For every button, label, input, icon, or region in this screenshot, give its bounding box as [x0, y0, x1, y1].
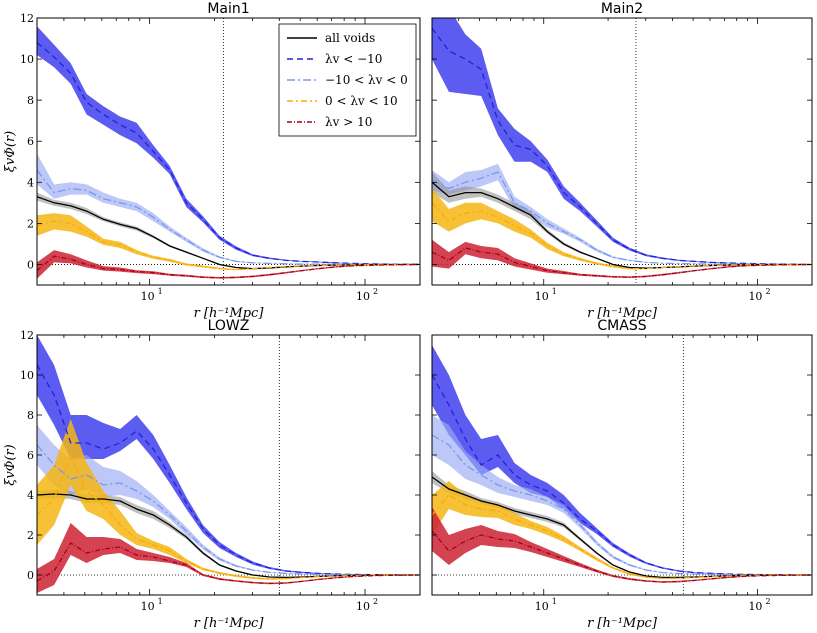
plot-area — [37, 18, 420, 285]
x-tick-exponent: 1 — [158, 287, 163, 296]
band-m10_0 — [432, 415, 811, 575]
y-tick-label: 8 — [27, 94, 34, 107]
y-tick-label: 0 — [27, 569, 34, 582]
axes-frame — [36, 17, 421, 286]
x-axis-label: r [h⁻¹Mpc] — [587, 306, 658, 321]
x-tick-exponent: 2 — [373, 287, 378, 296]
panel-title: Main1 — [207, 1, 249, 17]
panel-title: LOWZ — [208, 318, 250, 334]
series-line-lt_m10 — [37, 42, 419, 265]
band-gt_10 — [432, 507, 811, 583]
x-tick-exponent: 2 — [765, 287, 770, 296]
panel-title: CMASS — [597, 318, 646, 334]
series-line-all — [432, 476, 811, 579]
y-tick-label: 4 — [27, 489, 34, 502]
band-lt_m10 — [432, 18, 811, 265]
band-all — [37, 490, 419, 578]
band-m10_0 — [37, 153, 419, 265]
y-tick-label: 4 — [27, 176, 34, 189]
x-axis-label: r [h⁻¹Mpc] — [194, 616, 265, 631]
plot-area — [432, 335, 812, 595]
y-axis-label: ξvΦ(r) — [3, 444, 18, 486]
y-axis-label: ξvΦ(r) — [3, 131, 18, 173]
y-tick-label: 10 — [20, 369, 34, 382]
x-tick-label: 10 — [141, 290, 155, 303]
x-axis-label: r [h⁻¹Mpc] — [194, 306, 265, 321]
x-axis-label: r [h⁻¹Mpc] — [587, 616, 658, 631]
series-line-0_10 — [432, 202, 811, 270]
band-lt_m10 — [432, 345, 811, 575]
series-line-lt_m10 — [432, 27, 811, 266]
axes-frame — [36, 334, 421, 596]
band-gt_10 — [37, 523, 419, 593]
legend-label-0_10: 0 < λv < 10 — [325, 94, 398, 108]
x-tick-exponent: 1 — [552, 597, 557, 606]
y-tick-label: 12 — [20, 12, 34, 25]
series-line-0_10 — [432, 494, 811, 580]
y-tick-label: 6 — [27, 135, 34, 148]
legend-box — [278, 23, 417, 137]
x-tick-exponent: 2 — [765, 597, 770, 606]
x-tick-exponent: 1 — [552, 287, 557, 296]
y-tick-label: 0 — [27, 258, 34, 271]
band-0_10 — [37, 213, 419, 271]
x-tick-label: 10 — [356, 290, 370, 303]
band-m10_0 — [432, 163, 811, 265]
x-tick-exponent: 1 — [158, 597, 163, 606]
legend-label-lt_m10: λv < −10 — [325, 52, 382, 66]
series-line-0_10 — [37, 453, 419, 580]
series-line-all — [37, 493, 419, 579]
band-all — [37, 192, 419, 269]
series-line-gt_10 — [37, 255, 419, 279]
x-tick-label: 10 — [535, 600, 549, 613]
legend-label-all: all voids — [325, 31, 375, 45]
y-tick-label: 2 — [27, 529, 34, 542]
y-tick-label: 6 — [27, 449, 34, 462]
legend-label-gt_10: λv > 10 — [325, 115, 372, 129]
y-tick-label: 2 — [27, 217, 34, 230]
panel-title: Main2 — [601, 1, 643, 17]
axes-frame — [431, 17, 813, 286]
legend: all voids λv < −10 −10 < λv < 0 0 < λv < 10… — [278, 23, 417, 137]
x-tick-label: 10 — [748, 290, 762, 303]
y-tick-label: 12 — [20, 329, 34, 342]
y-tick-label: 8 — [27, 409, 34, 422]
x-tick-label: 10 — [748, 600, 762, 613]
x-tick-label: 10 — [356, 600, 370, 613]
legend-label-m10_0: −10 < λv < 0 — [325, 73, 408, 87]
band-0_10 — [37, 419, 419, 580]
x-tick-label: 10 — [535, 290, 549, 303]
axes-frame — [431, 334, 813, 596]
y-tick-label: 10 — [20, 53, 34, 66]
plot-area — [37, 335, 420, 595]
x-tick-exponent: 2 — [373, 597, 378, 606]
series-line-0_10 — [37, 220, 419, 271]
plot-area — [432, 18, 812, 285]
x-tick-label: 10 — [141, 600, 155, 613]
